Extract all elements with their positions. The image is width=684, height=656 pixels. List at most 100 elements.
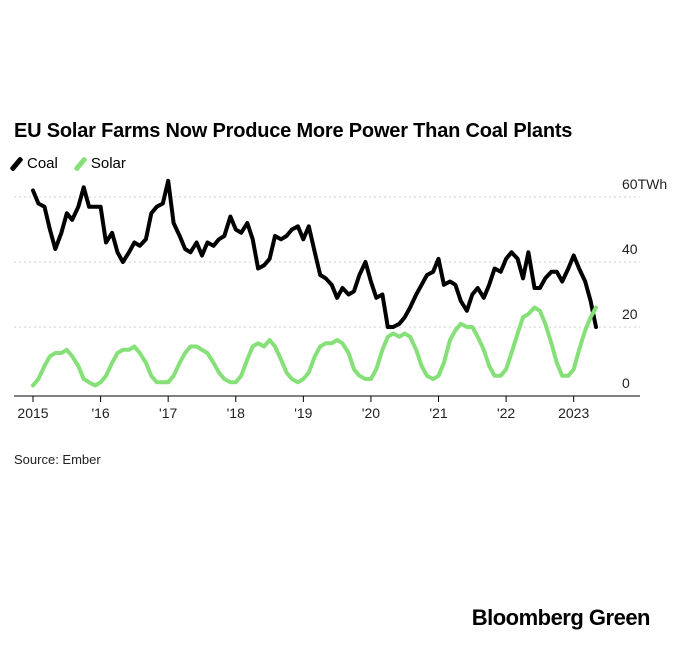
solar-point xyxy=(324,342,327,345)
solar-point xyxy=(201,349,203,351)
solar-point xyxy=(398,336,401,338)
solar-point xyxy=(572,368,575,371)
coal-point xyxy=(122,261,124,263)
solar-point xyxy=(556,362,558,364)
coal-point xyxy=(398,323,401,325)
coal-point xyxy=(145,238,147,241)
solar-point xyxy=(499,375,502,377)
solar-point xyxy=(257,342,259,345)
solar-point xyxy=(178,362,181,364)
solar-point xyxy=(409,336,411,338)
solar-point xyxy=(206,352,209,354)
coal-point xyxy=(561,280,563,283)
coal-point xyxy=(572,254,575,257)
coal-point xyxy=(375,297,378,299)
coal-point xyxy=(297,225,299,228)
solar-point xyxy=(94,384,96,387)
solar-point xyxy=(122,349,124,351)
solar-point xyxy=(155,381,158,384)
solar-point xyxy=(533,306,536,309)
coal-point xyxy=(364,261,367,263)
solar-point xyxy=(240,375,242,377)
coal-point xyxy=(336,297,338,299)
solar-point xyxy=(522,316,524,319)
solar-point xyxy=(437,375,440,377)
coal-point xyxy=(88,206,90,208)
legend-label-coal: Coal xyxy=(27,155,58,172)
solar-point xyxy=(544,323,547,325)
solar-point xyxy=(578,349,580,351)
coal-point xyxy=(319,274,322,276)
coal-point xyxy=(167,180,169,182)
solar-point xyxy=(251,345,254,348)
coal-point xyxy=(172,222,175,224)
x-tick-label: '20 xyxy=(362,405,380,421)
solar-point xyxy=(139,352,141,354)
solar-point xyxy=(105,375,107,377)
legend-item-solar: Solar xyxy=(73,155,126,172)
solar-point xyxy=(364,378,367,380)
coal-point xyxy=(324,277,327,280)
coal-point xyxy=(499,271,502,273)
coal-point xyxy=(206,241,209,244)
solar-point xyxy=(195,345,198,348)
x-tick-label: '21 xyxy=(429,405,447,421)
solar-point xyxy=(567,375,570,377)
coal-point xyxy=(201,254,203,257)
brand-logo: Bloomberg Green xyxy=(471,605,651,630)
solar-point xyxy=(229,381,232,384)
coal-point xyxy=(370,280,372,283)
coal-point xyxy=(274,235,276,237)
coal-point xyxy=(556,271,558,273)
coal-point xyxy=(432,271,434,273)
solar-point xyxy=(336,339,338,341)
legend-swatch-solar xyxy=(73,155,88,172)
coal-point xyxy=(268,258,271,260)
solar-point xyxy=(493,375,496,377)
series-solar xyxy=(31,305,598,388)
series-coal xyxy=(31,178,598,329)
solar-point xyxy=(49,355,51,358)
solar-point xyxy=(111,362,113,364)
coal-point xyxy=(449,280,451,283)
coal-point xyxy=(454,284,457,286)
coal-point xyxy=(353,290,355,293)
coal-point xyxy=(223,235,226,237)
coal-point xyxy=(139,245,141,247)
solar-point xyxy=(460,323,462,325)
coal-point xyxy=(285,235,288,237)
solar-point xyxy=(314,355,316,358)
coal-point xyxy=(246,222,249,224)
coal-point xyxy=(162,202,164,205)
coal-point xyxy=(229,215,232,218)
solar-point xyxy=(308,371,310,374)
solar-point xyxy=(71,355,73,358)
coal-point xyxy=(280,238,282,241)
coal-point xyxy=(235,228,237,231)
coal-point xyxy=(387,326,389,328)
coal-point xyxy=(466,310,468,312)
coal-point xyxy=(544,277,547,280)
chart-gridlines xyxy=(14,196,640,328)
source-note: Source: Ember xyxy=(14,452,101,467)
coal-point xyxy=(308,225,310,228)
solar-point xyxy=(387,336,389,338)
solar-point xyxy=(268,339,271,341)
coal-point xyxy=(314,251,316,254)
coal-point xyxy=(155,206,158,208)
coal-point xyxy=(347,293,350,296)
coal-point xyxy=(476,287,479,289)
solar-point xyxy=(510,352,513,354)
y-tick-label: 20 xyxy=(622,306,638,322)
solar-point xyxy=(297,381,299,384)
coal-point xyxy=(516,258,519,260)
coal-point xyxy=(437,258,440,260)
coal-point xyxy=(510,251,513,254)
solar-point xyxy=(539,310,541,312)
y-tick-label: 0 xyxy=(622,375,630,391)
coal-point xyxy=(37,202,40,205)
solar-point xyxy=(471,326,474,328)
coal-point xyxy=(392,326,395,328)
coal-point xyxy=(483,297,485,299)
